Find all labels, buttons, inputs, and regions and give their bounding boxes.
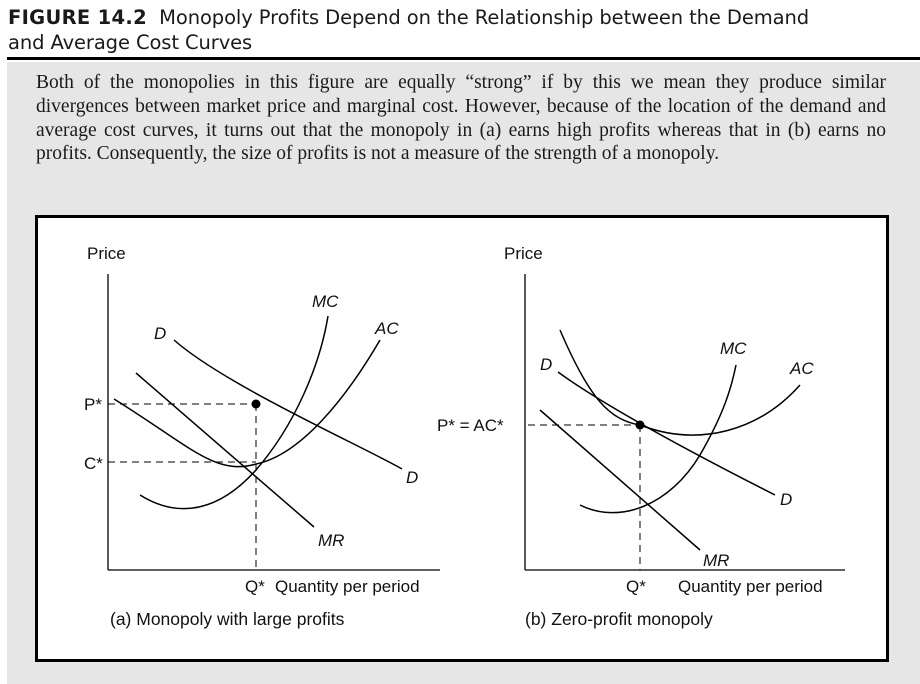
- panel-a-mr-label: MR: [318, 531, 344, 550]
- panel-a-x-axis-label: Quantity per period: [275, 577, 420, 596]
- figure-caption: Both of the monopolies in this figure ar…: [36, 72, 886, 165]
- panel-a-p-label: P*: [84, 395, 102, 414]
- panel-b-mr-curve: [539, 409, 701, 551]
- panel-b-equilibrium-point: [635, 420, 645, 430]
- panel-a-c-label: C*: [84, 454, 103, 473]
- panel-b-ac-curve: [559, 329, 801, 436]
- panel-b-subcaption: (b) Zero-profit monopoly: [525, 609, 713, 629]
- panel-a-d-label-top: D: [154, 324, 166, 343]
- panel-a-subcaption: (a) Monopoly with large profits: [110, 609, 345, 629]
- panel-b-y-axis-label: Price: [504, 244, 543, 263]
- figure-label: FIGURE 14.2: [8, 6, 147, 29]
- panel-a-demand-curve: [173, 339, 403, 470]
- panel-a-mc-label: MC: [312, 292, 339, 311]
- figure-box: [35, 215, 889, 662]
- panel-b-ac-label: AC: [789, 359, 814, 378]
- panel-a-ac-curve: [113, 339, 381, 468]
- panel-a-q-label: Q*: [245, 577, 265, 596]
- panel-b: Price D MC AC D MR P* = AC* Q* Quantity …: [437, 244, 845, 629]
- figure-title-line-1: FIGURE 14.2 Monopoly Profits Depend on t…: [8, 6, 809, 29]
- panel-b-d-label-end: D: [780, 490, 792, 509]
- panel-b-demand-curve: [557, 371, 776, 496]
- panel-a-mr-curve: [135, 372, 315, 528]
- title-rule: [7, 57, 920, 60]
- panel-a-equilibrium-point: [251, 399, 261, 409]
- panel-b-mr-label: MR: [703, 551, 729, 570]
- panel-b-q-label: Q*: [626, 577, 646, 596]
- panel-b-p-label: P* = AC*: [437, 416, 504, 435]
- panel-a-y-axis-label: Price: [87, 244, 126, 263]
- panel-a-d-label-end: D: [406, 468, 418, 487]
- panel-b-mc-curve: [579, 364, 737, 514]
- figure-title-line-2: and Average Cost Curves: [8, 31, 253, 54]
- panel-a-ac-label: AC: [374, 319, 399, 338]
- panel-a-mc-curve: [139, 315, 329, 510]
- panel-b-d-label-top: D: [540, 355, 552, 374]
- panel-b-x-axis-label: Quantity per period: [678, 577, 823, 596]
- figure-title: Monopoly Profits Depend on the Relations…: [159, 6, 810, 29]
- panel-b-mc-label: MC: [720, 339, 747, 358]
- panel-a: Price D MC AC D MR P* C* Q* Quantity per…: [84, 244, 440, 629]
